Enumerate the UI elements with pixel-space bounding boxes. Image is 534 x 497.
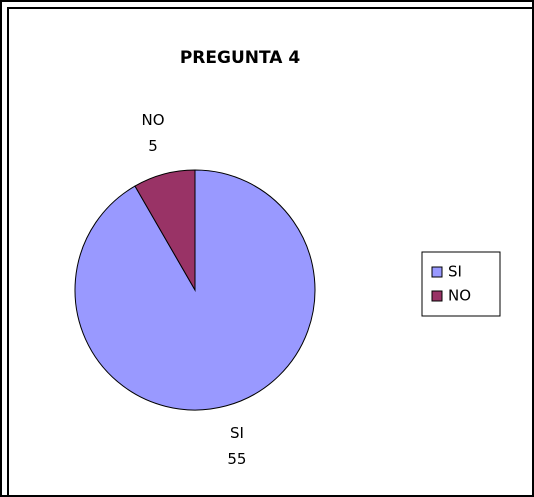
data-label-category: SI bbox=[230, 424, 244, 442]
inner-frame bbox=[7, 7, 534, 497]
data-label-value: 55 bbox=[227, 450, 246, 468]
legend-label: NO bbox=[448, 287, 471, 305]
chart-title: PREGUNTA 4 bbox=[180, 48, 300, 68]
legend-swatch bbox=[431, 266, 443, 278]
legend-label: SI bbox=[448, 263, 462, 281]
pie-slice bbox=[74, 169, 316, 411]
data-label-category: NO bbox=[142, 111, 165, 129]
pie-slice bbox=[134, 169, 196, 292]
data-label-value: 5 bbox=[148, 137, 158, 155]
legend-swatch bbox=[431, 290, 443, 302]
legend-box bbox=[421, 251, 501, 317]
